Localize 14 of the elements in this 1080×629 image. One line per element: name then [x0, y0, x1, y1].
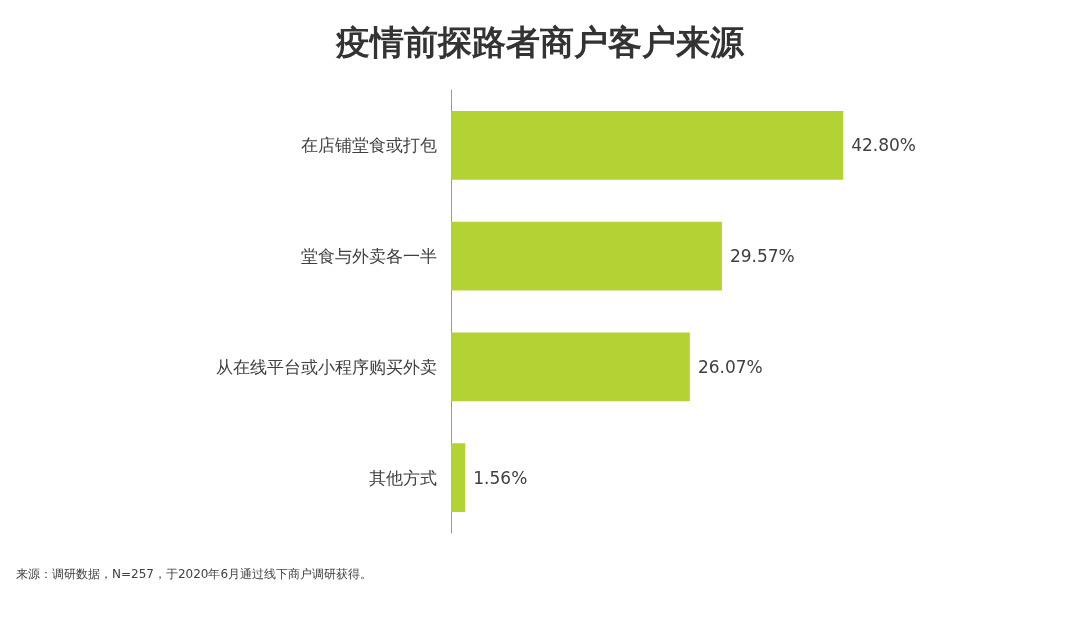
source-note: 来源：调研数据，N=257，于2020年6月通过线下商户调研获得。 — [16, 567, 373, 581]
data-label: 1.56% — [473, 467, 528, 488]
data-label: 42.80% — [851, 135, 916, 156]
bar — [451, 111, 844, 180]
data-label: 29.57% — [729, 246, 795, 267]
chart-title: 疫情前探路者商户客户来源 — [335, 22, 745, 62]
bar — [451, 332, 690, 402]
bar — [451, 221, 722, 291]
bar — [451, 443, 466, 512]
y-tick-label: 堂食与外卖各一半 — [301, 246, 437, 267]
data-label: 26.07% — [697, 356, 763, 377]
y-tick-label: 在店铺堂食或打包 — [301, 135, 437, 156]
y-tick-label: 其他方式 — [369, 467, 437, 488]
y-tick-label: 从在线平台或小程序购买外卖 — [216, 356, 437, 377]
